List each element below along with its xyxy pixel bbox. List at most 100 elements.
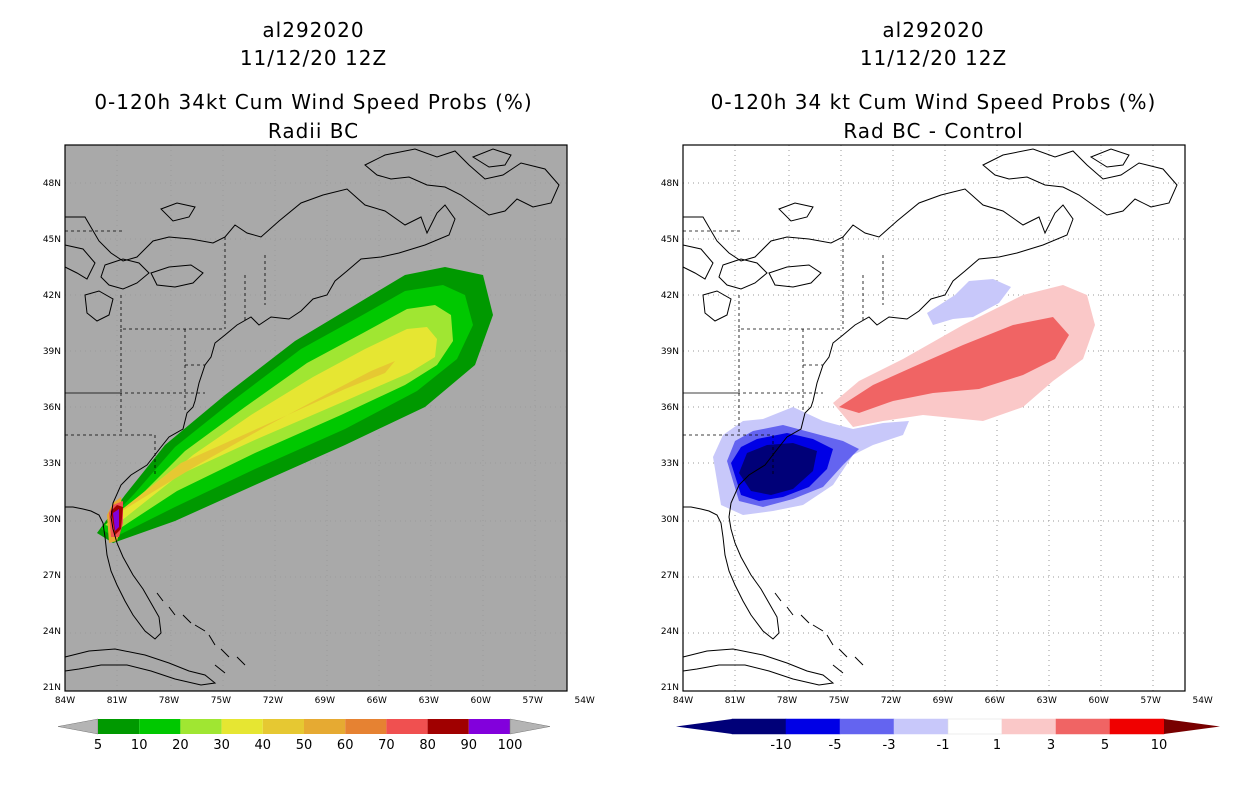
left-lat-axis-labels: 48N 45N 42N 39N 36N 33N 30N 27N 24N 21N <box>43 179 61 693</box>
lat-label: 30N <box>43 515 61 525</box>
colorbar-label: 3 <box>1047 738 1055 753</box>
lat-label: 21N <box>43 683 61 693</box>
colorbar-label: 40 <box>255 738 272 753</box>
right-colorbar: -10 -5 -3 -1 1 3 5 10 <box>676 718 1220 753</box>
left-storm-id: al292020 <box>262 18 365 42</box>
lon-label: 63W <box>1037 696 1057 706</box>
left-datetime: 11/12/20 12Z <box>239 46 388 70</box>
colorbar-label: 30 <box>213 738 230 753</box>
lat-label: 27N <box>43 571 61 581</box>
right-difference-field <box>713 279 1095 515</box>
lat-label: 39N <box>43 347 61 357</box>
lat-label: 42N <box>661 291 679 301</box>
right-product-title: 0-120h 34 kt Cum Wind Speed Probs (%) <box>710 90 1157 114</box>
colorbar-segment <box>304 719 346 734</box>
colorbar-label: -1 <box>937 738 950 753</box>
lon-label: 72W <box>263 696 283 706</box>
colorbar-label: 60 <box>337 738 354 753</box>
left-probability-swath <box>97 267 493 543</box>
lon-label: 54W <box>1192 696 1212 706</box>
lon-label: 84W <box>673 696 693 706</box>
lat-label: 45N <box>661 235 679 245</box>
colorbar-segment <box>139 719 181 734</box>
lon-label: 63W <box>419 696 439 706</box>
lon-label: 84W <box>55 696 75 706</box>
lat-label: 42N <box>43 291 61 301</box>
lon-label: 54W <box>574 696 594 706</box>
colorbar-segment <box>386 719 428 734</box>
left-map-frame <box>64 144 568 692</box>
right-datetime: 11/12/20 12Z <box>859 46 1008 70</box>
lat-label: 24N <box>43 627 61 637</box>
colorbar-segment <box>180 719 222 734</box>
lon-label: 66W <box>367 696 387 706</box>
lat-label: 33N <box>661 459 679 469</box>
lat-label: 48N <box>43 179 61 189</box>
colorbar-segment <box>893 718 949 735</box>
lon-label: 69W <box>315 696 335 706</box>
lon-label: 69W <box>933 696 953 706</box>
colorbar-label: 50 <box>296 738 313 753</box>
colorbar-segment <box>839 718 895 735</box>
right-lon-axis-labels: 84W 81W 78W 75W 72W 69W 66W 63W 60W 57W 54W <box>673 696 1213 706</box>
left-subtitle: Radii BC <box>267 119 360 143</box>
colorbar-label: 10 <box>1151 738 1168 753</box>
left-map <box>64 144 568 692</box>
colorbar-segment <box>345 719 387 734</box>
left-lon-axis-labels: 84W 81W 78W 75W 72W 69W 66W 63W 60W 57W 54W <box>55 696 595 706</box>
colorbar-end-right <box>1164 719 1220 734</box>
lat-label: 30N <box>661 515 679 525</box>
colorbar-segment <box>1001 718 1057 735</box>
lat-label: 36N <box>43 403 61 413</box>
lat-label: 24N <box>661 627 679 637</box>
lon-label: 81W <box>107 696 127 706</box>
colorbar-segment <box>1109 718 1165 735</box>
lat-label: 36N <box>661 403 679 413</box>
colorbar-label: 90 <box>461 738 478 753</box>
lon-label: 60W <box>1089 696 1109 706</box>
lon-label: 75W <box>211 696 231 706</box>
right-map-frame <box>682 144 1186 692</box>
lon-label: 81W <box>725 696 745 706</box>
right-subtitle: Rad BC - Control <box>843 119 1024 143</box>
colorbar-label: 1 <box>993 738 1001 753</box>
colorbar-end-left <box>57 718 99 735</box>
colorbar-label: 80 <box>419 738 436 753</box>
colorbar-segment <box>221 719 263 734</box>
colorbar-segment <box>262 719 304 734</box>
lat-label: 33N <box>43 459 61 469</box>
colorbar-label: -5 <box>829 738 842 753</box>
lon-label: 60W <box>471 696 491 706</box>
lat-label: 45N <box>43 235 61 245</box>
colorbar-segment <box>427 719 469 734</box>
left-product-title: 0-120h 34kt Cum Wind Speed Probs (%) <box>94 90 533 114</box>
colorbar-label: 5 <box>94 738 102 753</box>
lon-label: 75W <box>829 696 849 706</box>
colorbar-label: 70 <box>378 738 395 753</box>
lon-label: 78W <box>159 696 179 706</box>
left-colorbar: 5 10 20 30 40 50 60 70 80 90 100 <box>57 718 551 753</box>
lon-label: 78W <box>777 696 797 706</box>
colorbar-segment <box>1055 718 1111 735</box>
colorbar-label: -3 <box>883 738 896 753</box>
colorbar-label: 10 <box>131 738 148 753</box>
colorbar-segment <box>785 718 841 735</box>
colorbar-segment <box>731 718 787 735</box>
right-storm-id: al292020 <box>882 18 985 42</box>
colorbar-segment <box>947 718 1003 735</box>
right-map <box>682 144 1186 692</box>
colorbar-end-left <box>676 719 732 734</box>
right-map-background <box>683 145 1185 691</box>
colorbar-label: 100 <box>498 738 523 753</box>
lat-label: 21N <box>661 683 679 693</box>
colorbar-label: -10 <box>770 738 791 753</box>
lon-label: 72W <box>881 696 901 706</box>
lat-label: 27N <box>661 571 679 581</box>
colorbar-end-right <box>509 718 551 735</box>
colorbar-label: 5 <box>1101 738 1109 753</box>
lon-label: 57W <box>523 696 543 706</box>
colorbar-segment <box>468 719 510 734</box>
lon-label: 66W <box>985 696 1005 706</box>
lon-label: 57W <box>1141 696 1161 706</box>
